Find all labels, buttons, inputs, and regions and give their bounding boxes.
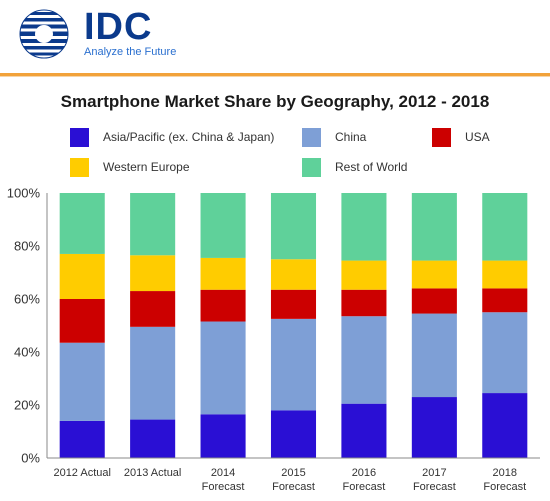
header-divider [0, 73, 550, 76]
x-tick-label: Forecast [272, 481, 315, 493]
bar-segment-5-3 [411, 260, 457, 289]
bar-segment-2-4 [200, 193, 246, 258]
legend-label: Rest of World [335, 160, 408, 174]
bar-segment-4-1 [341, 316, 387, 404]
bar-segment-0-4 [59, 193, 105, 254]
legend-swatch [70, 158, 89, 177]
tagline: Analyze the Future [84, 46, 177, 58]
bar-segment-3-4 [270, 193, 317, 260]
bar-segment-1-0 [130, 419, 176, 458]
legend-swatch [302, 128, 321, 147]
chart-title: Smartphone Market Share by Geography, 20… [60, 92, 490, 111]
header: IDC Analyze the Future [0, 0, 550, 72]
bar-segment-5-1 [411, 313, 457, 398]
bar-segment-6-3 [482, 260, 528, 289]
bar-segment-6-4 [482, 193, 528, 261]
globe-icon [19, 9, 69, 59]
bar-segment-5-2 [411, 288, 457, 314]
x-tick-label: Forecast [343, 481, 386, 493]
bar-segment-1-4 [130, 193, 176, 256]
bar-segment-2-2 [200, 289, 246, 322]
y-tick-label: 60% [14, 292, 40, 307]
bar-segment-5-0 [411, 397, 457, 458]
legend-swatch [70, 128, 89, 147]
bar-segment-3-2 [270, 289, 317, 319]
header-divider-shadow [0, 76, 550, 77]
y-tick-label: 40% [14, 345, 40, 360]
y-tick-label: 20% [14, 398, 40, 413]
y-tick-label: 100% [7, 186, 41, 201]
bar-segment-6-2 [482, 288, 528, 313]
x-tick-label: Forecast [202, 481, 245, 493]
idc-logo: IDC Analyze the Future [14, 6, 184, 64]
legend-label: Asia/Pacific (ex. China & Japan) [103, 130, 275, 144]
bar-segment-6-0 [482, 393, 528, 458]
bar-segment-4-4 [341, 193, 387, 261]
x-tick-label: 2014 [211, 467, 235, 479]
legend-swatch [432, 128, 451, 147]
x-tick-label: 2017 [422, 467, 446, 479]
x-tick-label: 2012 Actual [53, 467, 111, 479]
legend-label: Western Europe [103, 160, 190, 174]
x-tick-label: 2018 [493, 467, 517, 479]
logo-text: IDC [84, 6, 153, 48]
bar-segment-1-1 [130, 326, 176, 420]
bar-segment-1-2 [130, 291, 176, 327]
bar-segment-3-1 [270, 318, 317, 411]
chart-plot: 0% 20% 40% 60% 80% 100% 2012 Actual 2013 Actual… [7, 186, 540, 493]
bar-segment-4-3 [341, 260, 387, 290]
y-tick-label: 0% [21, 451, 40, 466]
bar-segment-4-2 [341, 289, 387, 317]
bar-segment-0-3 [59, 253, 105, 299]
x-tick-label: 2015 [281, 467, 305, 479]
legend-label: USA [465, 130, 490, 144]
bar-segment-1-3 [130, 255, 176, 292]
bar-segment-3-0 [270, 410, 317, 458]
bar-segment-4-0 [341, 403, 387, 458]
x-tick-label: Forecast [483, 481, 526, 493]
x-tick-label: 2013 Actual [124, 467, 182, 479]
bar-segment-6-1 [482, 312, 528, 394]
legend-swatch [302, 158, 321, 177]
bar-segment-3-3 [270, 259, 317, 290]
bar-segment-0-1 [59, 342, 105, 421]
bar-segment-5-4 [411, 193, 457, 261]
bar-segment-2-1 [200, 321, 246, 415]
bar-segment-2-3 [200, 257, 246, 290]
x-tick-label: 2016 [352, 467, 376, 479]
x-tick-label: Forecast [413, 481, 456, 493]
legend-label: China [335, 130, 367, 144]
bar-segment-0-2 [59, 299, 105, 343]
bar-segment-0-0 [59, 420, 105, 458]
y-tick-label: 80% [14, 239, 40, 254]
bar-segment-2-0 [200, 414, 246, 458]
